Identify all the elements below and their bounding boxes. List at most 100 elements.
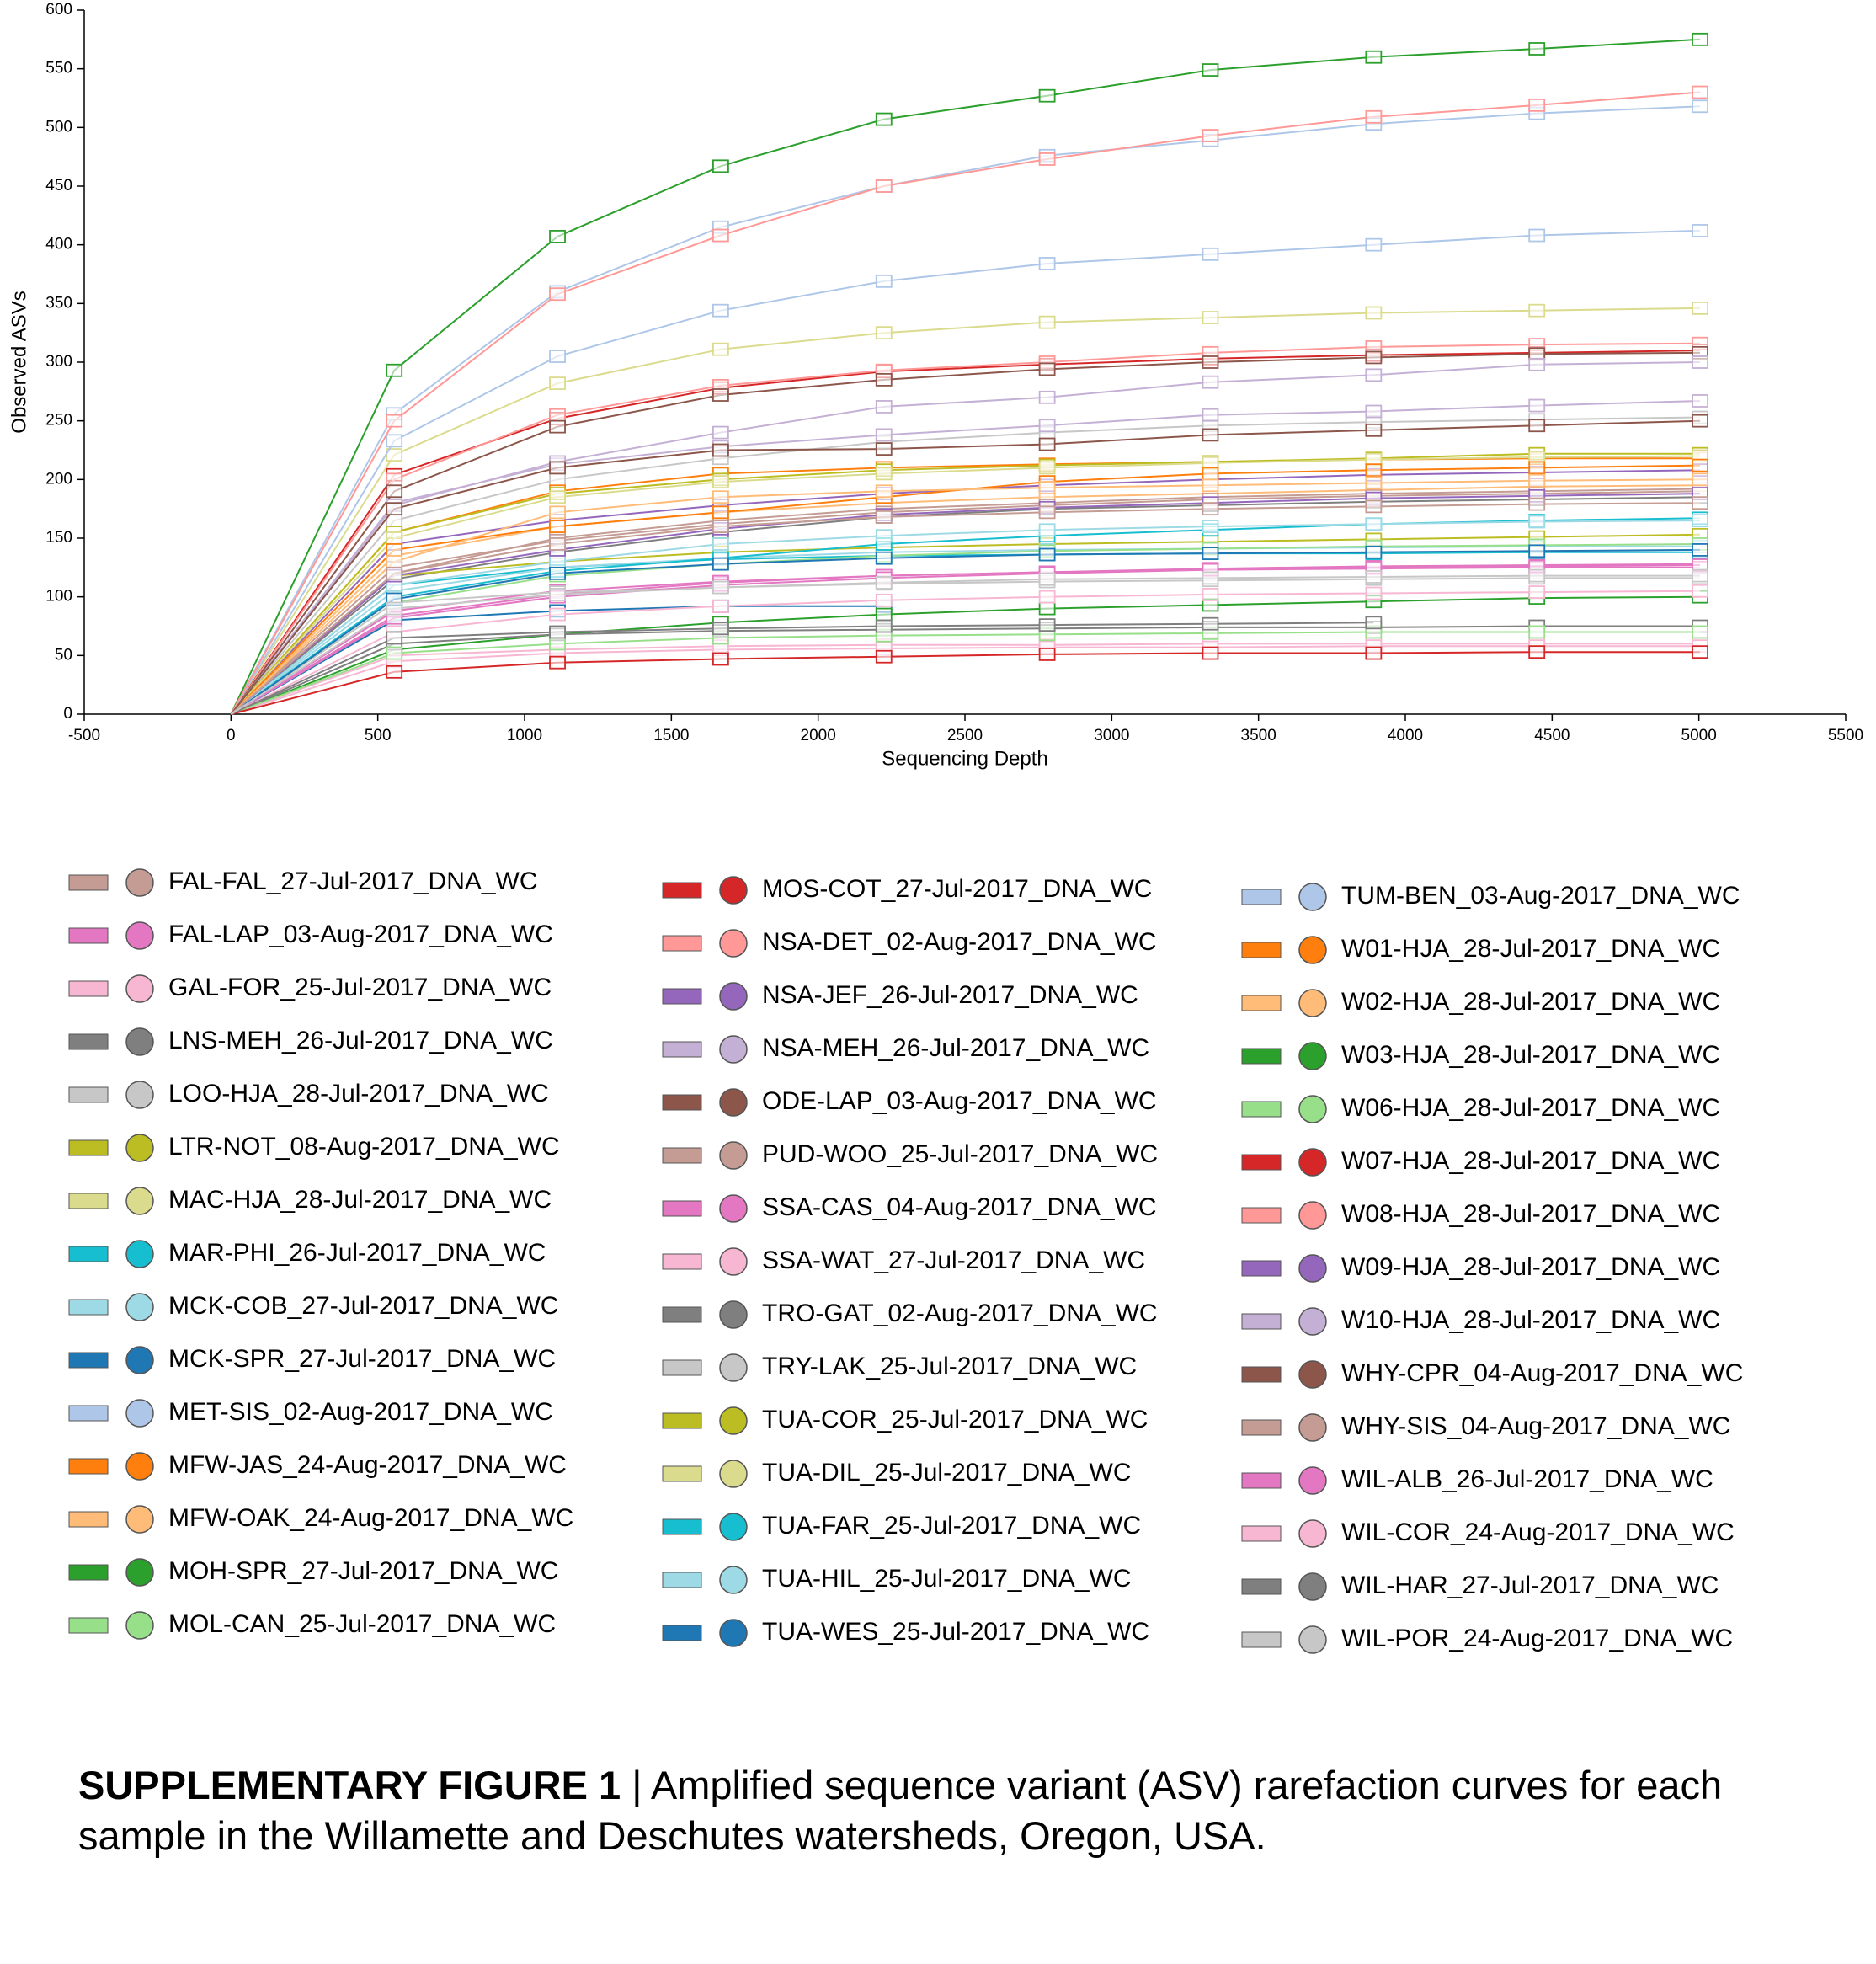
legend-swatch [662, 988, 702, 1005]
point-box [1365, 616, 1383, 630]
legend-swatch [662, 1572, 702, 1588]
legend-label: TRY-LAK_25-Jul-2017_DNA_WC [762, 1353, 1137, 1380]
point-box [1692, 355, 1708, 369]
legend-marker [1298, 1413, 1327, 1442]
legend-marker [719, 1353, 748, 1382]
legend-label: FAL-LAP_03-Aug-2017_DNA_WC [168, 921, 553, 948]
legend-marker [1298, 1466, 1327, 1495]
point-box [712, 303, 729, 318]
legend-label: WHY-SIS_04-Aug-2017_DNA_WC [1341, 1412, 1730, 1440]
legend-swatch [662, 1041, 702, 1058]
point-box [1528, 544, 1546, 558]
point-box [1528, 357, 1546, 371]
point-box [1202, 129, 1219, 142]
point-box [549, 520, 566, 533]
series-line [230, 563, 1701, 715]
point-box [875, 593, 893, 607]
legend-marker [125, 1134, 154, 1162]
point-box [1038, 362, 1056, 376]
legend-label: W02-HJA_28-Jul-2017_DNA_WC [1341, 988, 1720, 1016]
legend-label: MET-SIS_02-Aug-2017_DNA_WC [168, 1398, 553, 1426]
point-box [1202, 408, 1219, 422]
point-box [386, 566, 403, 580]
legend-swatch [68, 1139, 109, 1156]
point-box [875, 649, 893, 664]
legend-label: MOS-COT_27-Jul-2017_DNA_WC [762, 875, 1152, 903]
legend-label: NSA-DET_02-Aug-2017_DNA_WC [762, 928, 1157, 956]
point-box [1528, 568, 1546, 583]
point-box [1692, 302, 1708, 315]
point-box [1365, 109, 1383, 124]
point-box [712, 388, 729, 402]
legend-marker [1298, 1572, 1327, 1601]
legend-marker [1298, 1201, 1327, 1230]
point-box [1692, 625, 1708, 639]
point-box [1692, 32, 1708, 46]
legend-marker [719, 1566, 748, 1594]
series-line [230, 478, 1701, 715]
legend-swatch [68, 1564, 109, 1581]
legend-swatch [1241, 1366, 1282, 1383]
point-box [1038, 88, 1056, 103]
y-tick-label: 450 [45, 177, 72, 195]
point-box [1038, 505, 1056, 520]
y-axis-title: Observed ASVs [8, 291, 30, 433]
y-tick-label: 200 [45, 470, 72, 488]
legend-marker [125, 1081, 154, 1109]
point-box [1202, 478, 1219, 493]
point-box [549, 655, 566, 670]
point-box [712, 505, 729, 520]
legend-marker [719, 1035, 748, 1064]
legend-label: W08-HJA_28-Jul-2017_DNA_WC [1341, 1200, 1720, 1228]
x-tick-label: 2000 [801, 727, 836, 745]
point-box [386, 554, 403, 568]
point-box [1692, 543, 1708, 557]
legend-label: LTR-NOT_08-Aug-2017_DNA_WC [168, 1133, 560, 1161]
point-box [1528, 398, 1546, 413]
point-box [1528, 515, 1546, 529]
legend-marker [1298, 1042, 1327, 1070]
point-box [1038, 590, 1056, 604]
point-box [1692, 85, 1708, 99]
series-line [230, 455, 1701, 715]
point-box [1365, 50, 1383, 64]
x-axis-title: Sequencing Depth [882, 747, 1047, 770]
legend-marker [125, 1452, 154, 1481]
point-box [549, 490, 566, 504]
x-tick-label: 5500 [1828, 727, 1863, 745]
x-tick-label: -500 [68, 727, 100, 745]
legend-swatch [1241, 942, 1282, 958]
legend-label: TRO-GAT_02-Aug-2017_DNA_WC [762, 1300, 1158, 1327]
legend-marker [125, 974, 154, 1003]
series-line [230, 419, 1701, 715]
series-line [230, 545, 1701, 715]
point-box [549, 587, 566, 601]
point-box [875, 372, 893, 387]
legend-swatch [662, 1147, 702, 1164]
point-box [1038, 257, 1056, 270]
legend-label: W03-HJA_28-Jul-2017_DNA_WC [1341, 1041, 1720, 1069]
legend-swatch [1241, 1631, 1282, 1648]
legend-label: WHY-CPR_04-Aug-2017_DNA_WC [1341, 1359, 1743, 1387]
legend-marker [125, 868, 154, 897]
point-box [712, 228, 729, 243]
series-line [230, 643, 1701, 715]
point-box [712, 652, 729, 666]
legend-swatch [1241, 889, 1282, 905]
series-line [230, 493, 1701, 715]
legend-swatch [68, 1299, 109, 1316]
legend-label: NSA-JEF_26-Jul-2017_DNA_WC [762, 981, 1138, 1009]
legend-swatch [1241, 995, 1282, 1011]
legend-label: MFW-JAS_24-Aug-2017_DNA_WC [168, 1451, 567, 1479]
point-box [712, 599, 729, 613]
point-box [1038, 461, 1056, 475]
legend-marker [1298, 1307, 1327, 1336]
x-tick-label: 1000 [507, 727, 542, 745]
y-tick-label: 150 [45, 529, 72, 547]
legend-marker [1298, 1625, 1327, 1654]
point-box [549, 287, 566, 302]
point-box [1038, 419, 1056, 433]
series-line [230, 490, 1701, 715]
point-box [1528, 419, 1546, 433]
